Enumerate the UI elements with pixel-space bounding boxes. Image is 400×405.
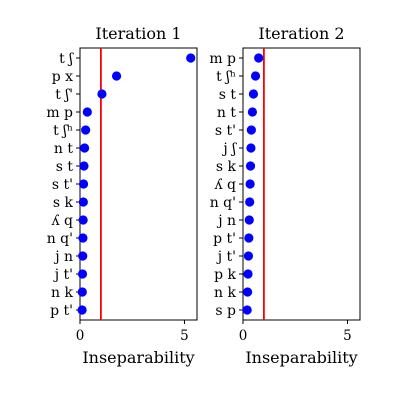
y-category-label: n q'	[47, 231, 73, 247]
data-point	[82, 107, 92, 117]
y-category-label: n q'	[210, 195, 236, 211]
y-category-label: n t	[217, 105, 236, 121]
data-point	[247, 107, 258, 117]
y-category-label: ʎ q	[214, 177, 236, 193]
x-tick-label: 0	[239, 328, 248, 344]
y-category-label: p t'	[213, 231, 236, 247]
data-point	[254, 53, 264, 63]
data-point	[79, 161, 89, 171]
data-point	[244, 233, 254, 243]
plot-frame	[79, 47, 198, 321]
y-category-label: s k	[53, 195, 74, 211]
data-point	[97, 89, 107, 99]
data-point	[245, 161, 256, 171]
y-category-label: n k	[214, 285, 236, 301]
y-category-label: p k	[214, 267, 236, 283]
data-point	[186, 53, 196, 63]
data-point	[78, 179, 89, 189]
y-category-label: p x	[52, 69, 73, 85]
y-category-label: ʎ q	[51, 213, 73, 229]
panel-1: Iteration 1 0 5 Inseparability t ʃ p x t ʃ' m p…	[46, 24, 198, 367]
panel-title: Iteration 1	[95, 24, 181, 43]
data-point	[242, 305, 252, 315]
y-category-label: t ʃ'	[55, 87, 73, 103]
data-point	[245, 179, 255, 189]
data-point	[242, 287, 253, 297]
data-point	[244, 215, 254, 225]
plot-frame	[242, 47, 361, 321]
y-category-label: m p	[46, 105, 73, 121]
y-category-label: p t'	[50, 303, 73, 319]
data-point	[77, 287, 87, 297]
y-category-label: s t	[56, 159, 74, 175]
data-point	[250, 71, 261, 81]
data-point	[246, 125, 256, 135]
y-category-label: s p	[215, 303, 236, 319]
y-category-label: j n	[53, 249, 73, 265]
panel-2: Iteration 2 0 5 Inseparability m p t ʃʰ s t n t…	[209, 24, 361, 367]
x-axis-title: Inseparability	[82, 348, 194, 367]
y-category-label: j t'	[216, 249, 236, 265]
y-category-label: t ʃʰ	[53, 123, 73, 139]
y-category-label: n t	[54, 141, 73, 157]
y-category-label: s k	[216, 159, 237, 175]
data-point	[243, 269, 253, 279]
x-tick-label: 5	[180, 328, 189, 344]
x-tick-label: 0	[76, 328, 85, 344]
y-category-label: t ʃʰ	[216, 69, 236, 85]
panel-title: Iteration 2	[258, 24, 344, 43]
data-point	[79, 143, 90, 153]
y-category-label: j t'	[53, 267, 73, 283]
data-point	[78, 197, 88, 207]
data-point	[77, 269, 88, 279]
data-point	[77, 305, 87, 315]
data-point	[78, 215, 88, 225]
y-category-label: m p	[209, 51, 236, 67]
y-category-label: s t'	[215, 123, 236, 139]
data-point	[246, 143, 256, 153]
y-category-label: n k	[51, 285, 73, 301]
data-point	[243, 251, 254, 261]
y-category-label: t ʃ	[59, 51, 74, 67]
x-axis-title: Inseparability	[245, 348, 357, 367]
data-point	[78, 233, 88, 243]
data-point	[111, 71, 122, 81]
data-point	[245, 197, 255, 207]
data-point	[248, 89, 259, 99]
data-point	[78, 251, 88, 261]
y-category-label: j ʃ	[221, 141, 237, 157]
x-tick-label: 5	[343, 328, 352, 344]
y-category-label: s t'	[52, 177, 73, 193]
y-category-label: s t	[219, 87, 237, 103]
data-point	[81, 125, 91, 135]
y-category-label: j n	[216, 213, 236, 229]
